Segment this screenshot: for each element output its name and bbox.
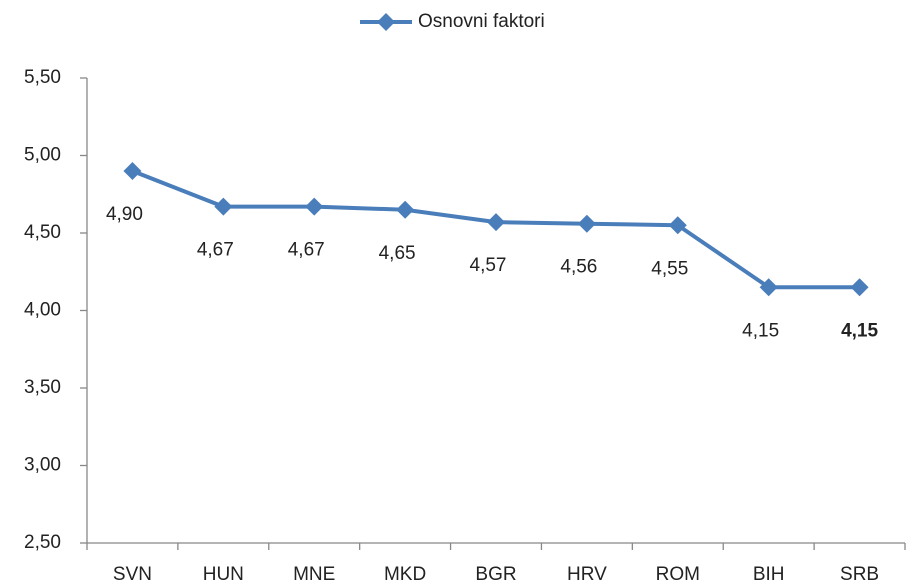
marker xyxy=(759,278,778,297)
marker xyxy=(850,278,869,297)
data-label: 4,90 xyxy=(106,204,143,225)
legend-marker xyxy=(377,13,395,31)
x-tick-label: HRV xyxy=(567,564,607,585)
y-tick-label: 5,50 xyxy=(24,67,61,88)
data-label: 4,67 xyxy=(288,240,325,261)
legend-label: Osnovni faktori xyxy=(418,11,545,32)
x-tick-label: SVN xyxy=(113,564,152,585)
y-tick-label: 4,00 xyxy=(24,300,61,321)
x-tick-label: SRB xyxy=(840,564,879,585)
marker xyxy=(577,214,596,233)
marker xyxy=(396,200,415,219)
marker xyxy=(123,162,142,180)
data-label: 4,57 xyxy=(470,255,507,276)
y-tick-label: 3,00 xyxy=(24,455,61,476)
x-tick-label: MKD xyxy=(384,564,426,585)
y-tick-label: 5,00 xyxy=(24,145,61,166)
marker xyxy=(305,197,324,216)
marker xyxy=(668,216,687,235)
marker xyxy=(214,197,233,216)
y-tick-label: 2,50 xyxy=(24,532,61,553)
data-label: 4,15 xyxy=(742,320,779,341)
data-label: 4,15 xyxy=(841,320,878,341)
x-tick-label: BIH xyxy=(753,564,785,585)
data-label: 4,56 xyxy=(560,257,597,278)
marker xyxy=(487,213,505,232)
x-tick-label: BGR xyxy=(475,564,516,585)
x-tick-label: MNE xyxy=(293,564,335,585)
y-tick-label: 3,50 xyxy=(24,377,61,398)
x-tick-label: HUN xyxy=(203,564,244,585)
x-tick-label: ROM xyxy=(656,564,700,585)
y-tick-label: 4,50 xyxy=(24,222,61,243)
data-label: 4,65 xyxy=(379,243,416,264)
data-label: 4,55 xyxy=(651,258,688,279)
data-label: 4,67 xyxy=(197,240,234,261)
